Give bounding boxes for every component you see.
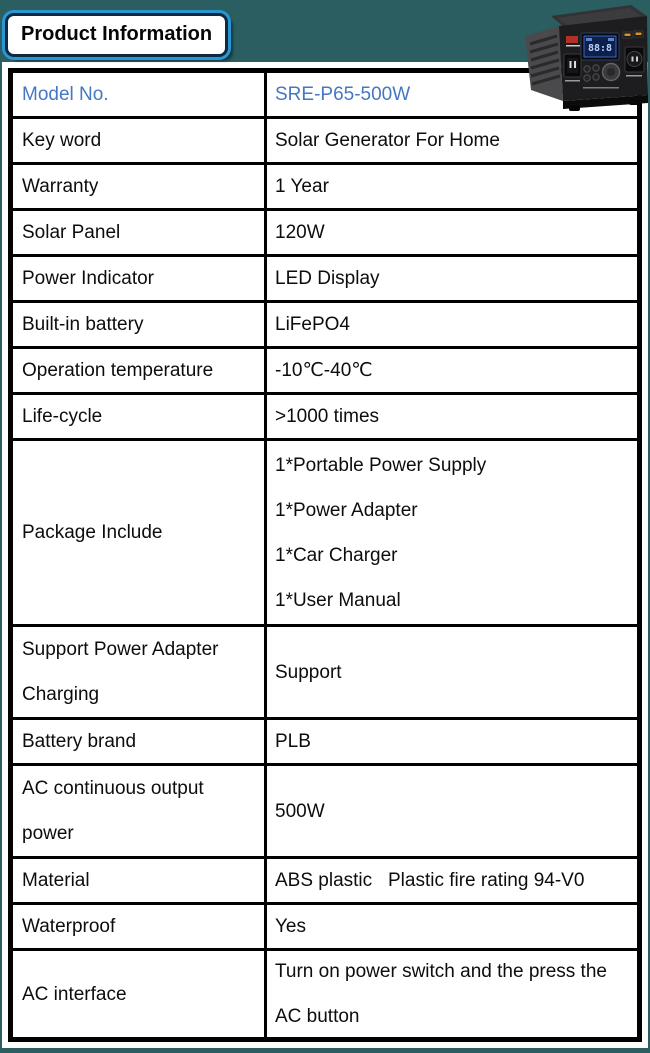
spec-label-cell: Warranty (13, 165, 267, 211)
spec-value-cell: 1 Year (267, 165, 637, 211)
spec-label-cell: Operation temperature (13, 349, 267, 395)
spec-label-cell: Life-cycle (13, 395, 267, 441)
table-frame: Model No. SRE-P65-500W Key word Solar Ge… (2, 62, 648, 1048)
product-information-badge: Product Information (5, 13, 229, 57)
spec-value-cell: SRE-P65-500W (267, 73, 637, 119)
page-title: Product Information (21, 23, 213, 45)
spec-value-cell: Solar Generator For Home (267, 119, 637, 165)
spec-value-cell: Support (267, 627, 637, 720)
spec-value-cell: 500W (267, 766, 637, 859)
spec-value-cell: Turn on power switch and the press the A… (275, 961, 607, 1027)
spec-label-cell: Key word (13, 119, 267, 165)
portable-power-station-image: 88:8 (525, 5, 648, 111)
svg-text:88:8: 88:8 (588, 43, 612, 54)
spec-value-cell: PLB (267, 720, 637, 766)
spec-label-cell: AC continuous output power (13, 766, 267, 859)
spec-value-cell: LiFePO4 (267, 303, 637, 349)
spec-value-cell: LED Display (267, 257, 637, 303)
spec-label-cell: Waterproof (13, 905, 267, 951)
spec-label-cell: Solar Panel (13, 211, 267, 257)
product-spec-table: Model No. SRE-P65-500W Key word Solar Ge… (8, 68, 642, 1042)
spec-label-cell: Power Indicator (13, 257, 267, 303)
spec-label-cell: Built-in battery (13, 303, 267, 349)
spec-label-cell: Package Include (13, 441, 267, 627)
spec-value-cell: Yes (267, 905, 637, 951)
spec-label-cell: AC interface (13, 951, 267, 1037)
spec-value-cell: -10℃-40℃ (267, 349, 637, 395)
spec-label-cell: Support Power Adapter Charging (13, 627, 267, 720)
spec-label-cell: Material (13, 859, 267, 905)
spec-label-cell: Battery brand (13, 720, 267, 766)
spec-value-cell: 120W (267, 211, 637, 257)
spec-label-cell: Model No. (13, 73, 267, 119)
spec-value-cell: >1000 times (267, 395, 637, 441)
product-photo: 88:8 (517, 0, 650, 113)
spec-value-cell: 1*Portable Power Supply 1*Power Adapter … (267, 441, 637, 627)
spec-value-cell: ABS plastic Plastic fire rating 94-V0 (267, 859, 637, 905)
